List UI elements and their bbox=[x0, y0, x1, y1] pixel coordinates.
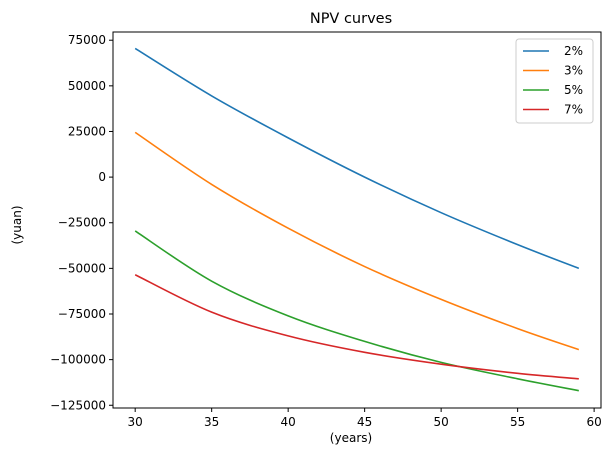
plot-area bbox=[134, 47, 580, 392]
x-axis-label: (years) bbox=[330, 431, 372, 445]
y-tick-label: 0 bbox=[98, 170, 106, 184]
y-axis: 75000 50000 25000 0 −25000 −50000 −75000 −10000… bbox=[50, 33, 113, 412]
legend-label-0: 2% bbox=[564, 44, 583, 58]
series-line-3 bbox=[134, 274, 579, 380]
legend-label-1: 3% bbox=[564, 64, 583, 78]
y-tick-label: −25000 bbox=[58, 216, 106, 230]
x-axis: 30 35 40 45 50 55 60 bbox=[128, 408, 602, 429]
y-tick-label: −125000 bbox=[50, 398, 106, 412]
y-tick-label: −100000 bbox=[50, 353, 106, 367]
x-tick-label: 35 bbox=[204, 415, 219, 429]
chart-title: NPV curves bbox=[310, 11, 392, 27]
x-tick-label: 55 bbox=[510, 415, 525, 429]
x-tick-label: 30 bbox=[128, 415, 143, 429]
y-tick-label: 25000 bbox=[68, 124, 106, 138]
x-tick-label: 50 bbox=[433, 415, 448, 429]
legend: 2% 3% 5% 7% bbox=[515, 38, 594, 124]
x-tick-label: 40 bbox=[281, 415, 296, 429]
x-tick-label: 45 bbox=[357, 415, 372, 429]
x-tick-label: 60 bbox=[586, 415, 601, 429]
y-axis-label: (yuan) bbox=[10, 205, 24, 244]
legend-label-2: 5% bbox=[564, 83, 583, 97]
legend-label-3: 7% bbox=[564, 103, 583, 117]
y-tick-label: −75000 bbox=[58, 307, 106, 321]
y-tick-label: 75000 bbox=[68, 33, 106, 47]
y-tick-label: 50000 bbox=[68, 79, 106, 93]
series-line-1 bbox=[134, 131, 580, 351]
series-line-0 bbox=[134, 47, 580, 270]
y-tick-label: −50000 bbox=[58, 261, 106, 275]
legend-box bbox=[515, 38, 594, 124]
axes-frame bbox=[112, 31, 602, 409]
series-line-2 bbox=[134, 230, 579, 392]
